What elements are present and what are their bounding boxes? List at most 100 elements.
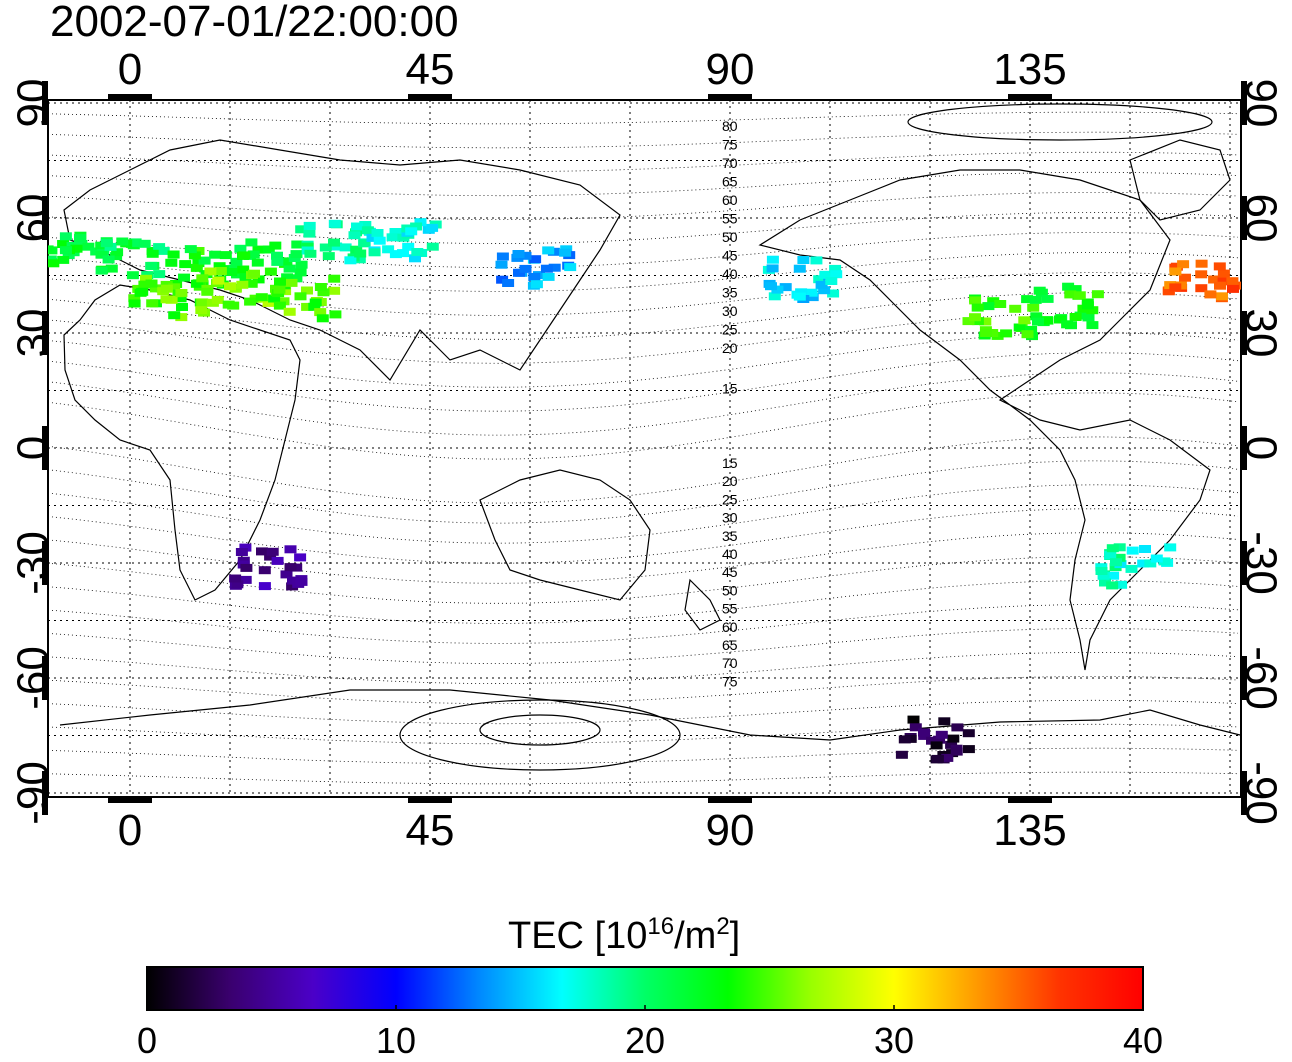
tec-cell bbox=[303, 229, 316, 238]
y-tick-label-left: -90 bbox=[8, 761, 57, 825]
tec-cell bbox=[195, 306, 208, 315]
tec-cell bbox=[1099, 578, 1111, 587]
tec-cell bbox=[239, 543, 252, 552]
tec-cell bbox=[1064, 290, 1077, 299]
tec-cell bbox=[138, 280, 151, 289]
tec-cell bbox=[1009, 304, 1022, 313]
tec-cell bbox=[1195, 259, 1208, 268]
tec-cell bbox=[827, 289, 840, 298]
y-tick-label-left: 0 bbox=[8, 436, 57, 460]
tec-cell bbox=[273, 285, 286, 294]
contour-label-south: 30 bbox=[722, 510, 738, 526]
tec-cell bbox=[765, 282, 777, 291]
tec-cell bbox=[74, 234, 86, 243]
tec-cell bbox=[229, 574, 242, 583]
tec-cell bbox=[285, 278, 298, 287]
tec-cell bbox=[295, 260, 308, 269]
colorbar-ticks: 0 10 20 30 40 bbox=[137, 1005, 1163, 1061]
tec-cell bbox=[160, 284, 173, 293]
colorbar: TEC [1016/m2] 0 10 20 30 40 bbox=[137, 913, 1163, 1061]
tec-cell bbox=[192, 259, 205, 268]
x-tick-label-top: 90 bbox=[706, 45, 755, 94]
magnetic-contour bbox=[48, 508, 1239, 564]
tec-cell bbox=[168, 311, 181, 320]
magnetic-contour bbox=[48, 232, 1239, 268]
tec-cell bbox=[1033, 286, 1046, 295]
contour-label-north: 80 bbox=[722, 118, 738, 134]
tec-cell bbox=[371, 229, 384, 237]
tec-cell bbox=[397, 249, 409, 258]
tec-cell bbox=[542, 246, 555, 255]
tec-cell bbox=[1179, 273, 1191, 282]
tec-cell bbox=[82, 242, 95, 251]
tec-cell bbox=[145, 279, 158, 288]
tec-cell bbox=[830, 270, 843, 279]
contour-label-north: 45 bbox=[722, 248, 738, 264]
tec-cell bbox=[1095, 567, 1108, 575]
tec-cell bbox=[284, 545, 297, 554]
tec-cell bbox=[1169, 267, 1182, 276]
tec-cell bbox=[930, 741, 943, 750]
x-tick-label-bottom: 90 bbox=[706, 806, 755, 855]
tec-cell bbox=[301, 286, 313, 295]
tec-cell bbox=[48, 245, 54, 254]
magnetic-contour bbox=[48, 747, 1239, 765]
tec-cell bbox=[951, 723, 964, 732]
tec-cell bbox=[290, 274, 303, 283]
y-tick-label-left: -30 bbox=[8, 531, 57, 595]
tec-cell bbox=[100, 239, 113, 248]
tec-cell bbox=[57, 255, 70, 264]
tec-cell bbox=[962, 729, 975, 738]
tec-cell bbox=[190, 263, 203, 272]
tec-cell bbox=[559, 248, 572, 257]
tec-cell bbox=[819, 270, 832, 279]
y-tick-label-right: 0 bbox=[1237, 436, 1286, 460]
contour-label-north: 30 bbox=[722, 303, 738, 319]
tec-cell bbox=[402, 242, 415, 251]
tec-cell bbox=[344, 256, 357, 265]
tec-cell bbox=[1021, 330, 1034, 339]
tec-cell bbox=[795, 288, 808, 297]
tec-cell bbox=[196, 298, 209, 307]
tec-cell bbox=[264, 267, 277, 276]
tec-cell bbox=[266, 547, 279, 556]
tec-cell bbox=[1288, 614, 1292, 622]
tec-cell bbox=[907, 715, 920, 724]
tec-cell bbox=[1106, 544, 1119, 553]
tec-cell bbox=[962, 745, 975, 754]
map-timestamp: 2002-07-01/22:00:00 bbox=[50, 0, 459, 46]
tec-cell bbox=[950, 747, 963, 756]
tec-cell bbox=[986, 329, 999, 337]
tec-cell bbox=[1000, 329, 1013, 338]
tec-cell bbox=[496, 252, 509, 261]
tec-cell bbox=[530, 280, 543, 289]
magnetic-contour bbox=[48, 628, 1239, 664]
y-tick-mark-left bbox=[42, 196, 48, 240]
contour-label-south: 65 bbox=[722, 637, 738, 653]
colorbar-tick-label: 30 bbox=[874, 1020, 914, 1057]
tec-cell bbox=[1204, 290, 1217, 299]
tec-cell bbox=[806, 293, 819, 302]
contour-label-south: 60 bbox=[722, 619, 738, 635]
south-pole-contour-outer bbox=[399, 699, 681, 771]
tec-cell bbox=[224, 282, 236, 291]
tec-cell bbox=[240, 563, 253, 572]
tec-cell bbox=[168, 283, 181, 292]
tec-cell bbox=[244, 297, 257, 306]
tec-cell bbox=[771, 285, 784, 294]
tec-cell bbox=[1164, 543, 1177, 552]
tec-cell bbox=[271, 251, 283, 260]
australia-coast bbox=[479, 469, 651, 601]
tec-cell bbox=[102, 255, 115, 264]
tec-cell bbox=[548, 263, 561, 272]
americas-coast bbox=[758, 169, 1211, 671]
tec-cell bbox=[314, 308, 327, 317]
tec-cell bbox=[34, 264, 46, 272]
tec-cell bbox=[358, 239, 371, 248]
tec-cell bbox=[136, 287, 149, 296]
tec-cell bbox=[255, 293, 268, 302]
magnetic-contour bbox=[48, 171, 1239, 197]
tec-cell bbox=[389, 250, 402, 259]
tec-cell bbox=[329, 310, 342, 319]
